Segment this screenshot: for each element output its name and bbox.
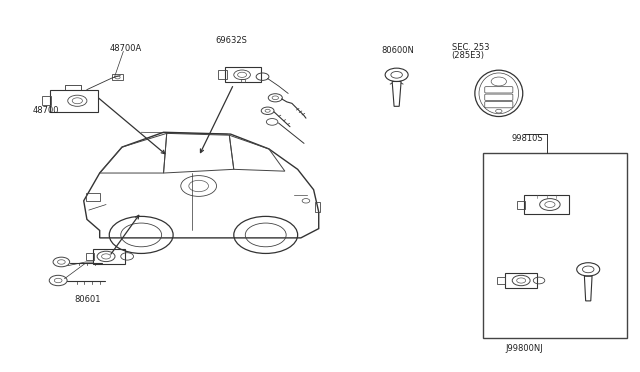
Bar [497,277,505,284]
Bar [505,273,537,288]
Text: 80601: 80601 [74,295,100,304]
Bar [225,67,260,82]
Bar [516,201,525,209]
Bar [113,74,123,80]
Text: 48700A: 48700A [109,44,141,53]
Bar [241,78,245,82]
Bar [50,90,99,112]
Text: J99800NJ: J99800NJ [505,344,543,353]
Bar [93,249,125,264]
Text: 99810S: 99810S [511,134,543,143]
Bar [86,253,94,260]
Bar [218,70,227,79]
Text: 80600N: 80600N [381,46,414,55]
Bar [315,202,320,212]
Text: 48700: 48700 [33,106,59,115]
Bar [86,193,100,201]
Text: 69632S: 69632S [215,36,247,45]
Bar [524,195,569,214]
Text: (285E3): (285E3) [452,51,484,60]
Text: SEC. 253: SEC. 253 [452,43,489,52]
Bar [42,96,51,105]
Bar [483,153,627,338]
